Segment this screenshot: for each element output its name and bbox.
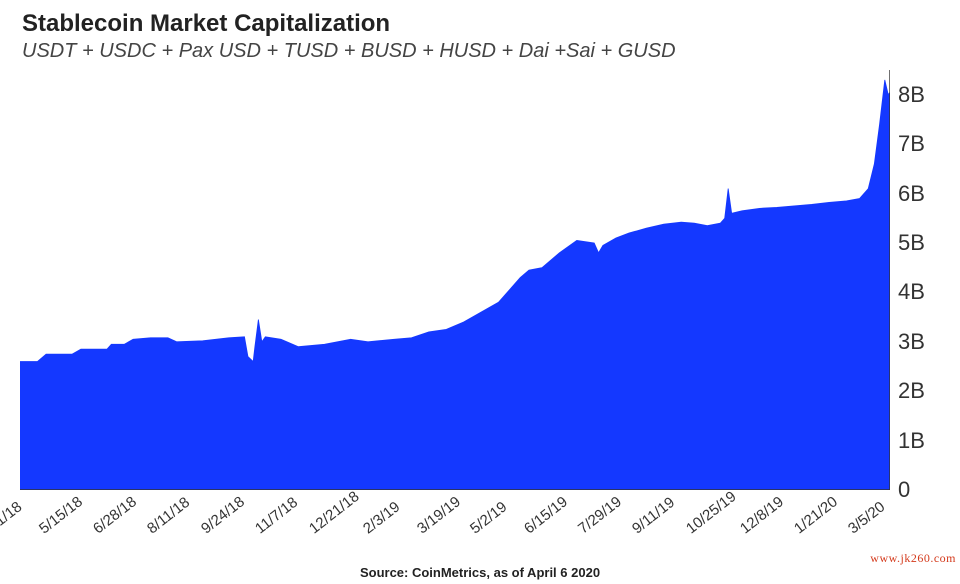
x-tick-label: 12/8/19 [737,493,787,537]
x-tick-label: 1/21/20 [791,493,841,537]
plot-area [20,70,890,490]
x-tick-label: 12/21/18 [306,488,362,537]
y-tick-label: 0 [898,477,910,503]
y-tick-label: 6B [898,181,925,207]
x-tick-label: 9/11/19 [629,494,678,538]
area-fill [20,80,890,490]
y-tick-label: 2B [898,378,925,404]
x-tick-label: 5/2/19 [467,498,510,537]
x-tick-label: 4/1/18 [0,498,25,537]
y-tick-label: 4B [898,279,925,305]
x-tick-label: 11/7/18 [252,494,301,538]
source-label: Source: CoinMetrics, as of April 6 2020 [0,565,960,580]
y-tick-label: 5B [898,230,925,256]
plot-wrap: 01B2B3B4B5B6B7B8B 4/1/185/15/186/28/188/… [12,70,942,525]
x-tick-label: 2/3/19 [360,498,403,537]
x-tick-label: 3/5/20 [845,498,888,537]
x-tick-label: 7/29/19 [575,493,625,537]
chart-subtitle: USDT + USDC + Pax USD + TUSD + BUSD + HU… [22,40,676,63]
y-tick-label: 8B [898,82,925,108]
x-tick-label: 10/25/19 [683,488,739,537]
x-tick-label: 3/19/19 [414,493,464,537]
x-tick-label: 8/11/18 [144,494,193,538]
y-tick-label: 3B [898,329,925,355]
x-tick-label: 9/24/18 [198,493,248,537]
watermark: www.jk260.com [870,551,956,566]
chart-title: Stablecoin Market Capitalization [22,10,390,38]
x-tick-label: 6/15/19 [521,493,571,537]
x-tick-label: 6/28/18 [90,493,140,537]
y-tick-label: 1B [898,428,925,454]
x-tick-label: 5/15/18 [36,493,86,537]
y-tick-label: 7B [898,131,925,157]
area-chart-svg [20,70,890,490]
